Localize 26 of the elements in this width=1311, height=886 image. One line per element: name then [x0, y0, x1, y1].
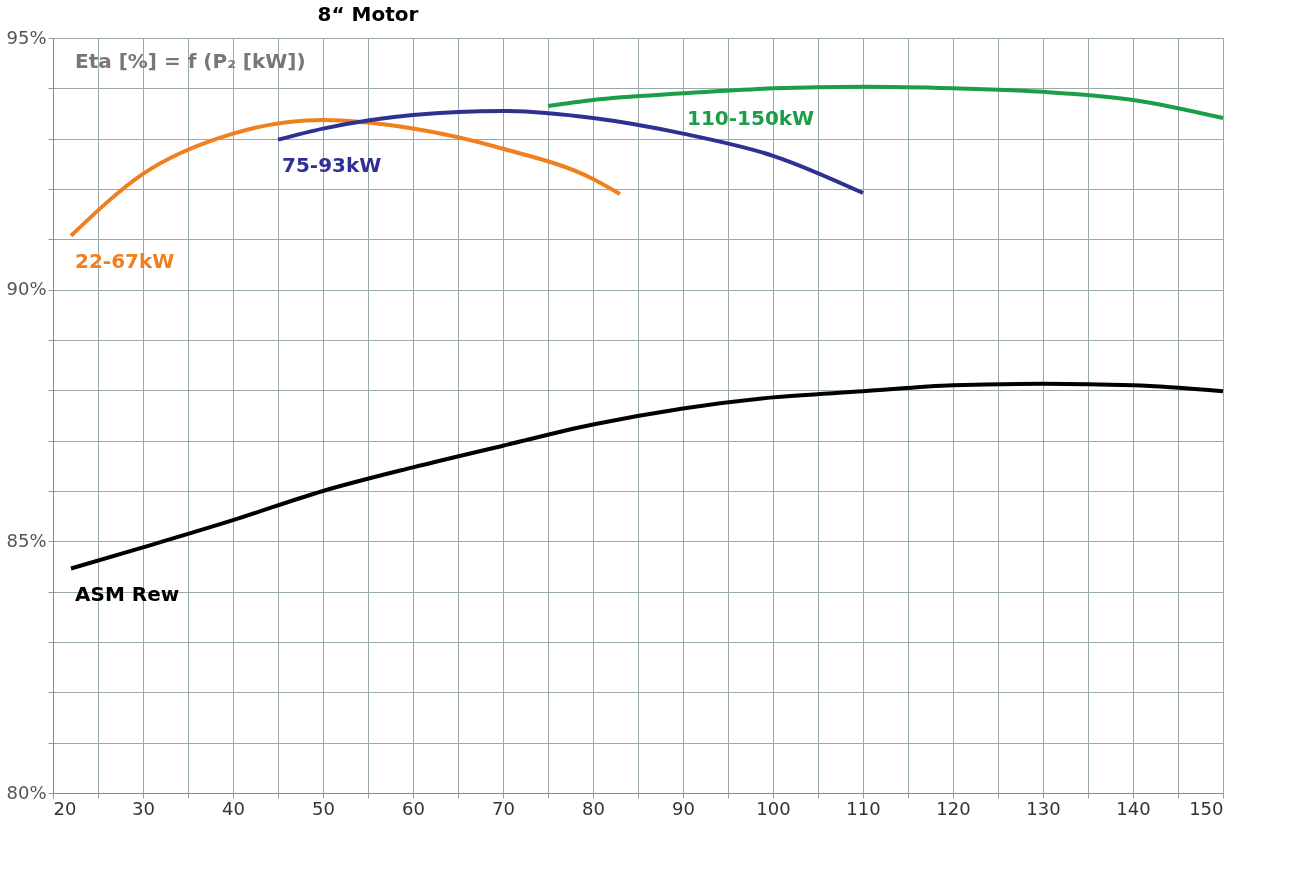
x-tick-label: 110: [846, 797, 881, 819]
x-tick-label: 70: [492, 797, 515, 819]
x-tick-label: 90: [672, 797, 695, 819]
x-tick-label: 20: [53, 797, 77, 819]
y-tick-label: 90%: [6, 278, 47, 300]
line-series: [69, 118, 622, 238]
x-tick-label: 100: [756, 797, 791, 819]
x-tick-label: 120: [936, 797, 971, 819]
line-series: [69, 381, 1225, 571]
x-tick-label: 40: [222, 797, 245, 819]
x-tick-label: 140: [1116, 797, 1151, 819]
series-label: 75-93kW: [282, 152, 382, 177]
chart-title: 8“ Motor: [317, 2, 419, 26]
y-tick-label: 80%: [6, 781, 47, 803]
x-tick-label: 80: [582, 797, 605, 819]
series-label: 110-150kW: [687, 106, 815, 131]
x-tick-label: 150: [1189, 797, 1224, 819]
x-tick-label: 50: [312, 797, 335, 819]
series-label: 22-67kW: [75, 248, 175, 273]
x-tick-label: 130: [1026, 797, 1061, 819]
y-tick-label: 95%: [6, 26, 47, 48]
series-label: ASM Rew: [75, 581, 180, 606]
y-tick-label: 85%: [6, 529, 47, 551]
x-tick-label: 60: [402, 797, 425, 819]
x-tick-label: 30: [132, 797, 155, 819]
line-series: [276, 108, 865, 196]
